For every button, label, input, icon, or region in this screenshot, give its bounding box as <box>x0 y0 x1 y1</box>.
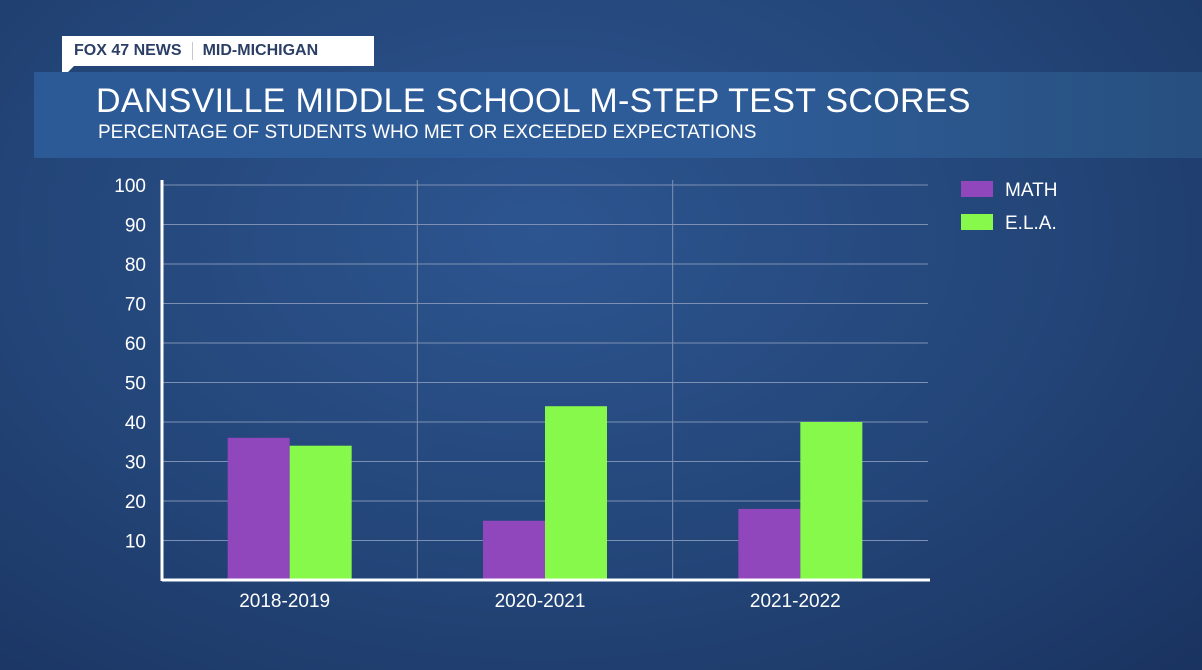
y-tick-label: 40 <box>125 413 146 434</box>
y-tick-label: 70 <box>125 295 146 316</box>
y-tick-label: 30 <box>125 453 146 474</box>
y-tick-label: 20 <box>125 492 146 513</box>
region-name: MID-MICHIGAN <box>202 42 319 59</box>
bar-ela-2018-2019 <box>289 445 352 580</box>
legend-swatch <box>961 181 993 197</box>
network-tag: FOX 47 NEWS MID-MICHIGAN <box>62 36 374 78</box>
y-tick-label: 100 <box>114 176 146 197</box>
y-tick-label: 60 <box>125 334 146 355</box>
legend-label: MATH <box>1005 180 1057 201</box>
network-name: FOX 47 NEWS <box>74 42 182 59</box>
x-tick-label: 2018-2019 <box>239 591 330 612</box>
x-tick-label: 2021-2022 <box>750 591 841 612</box>
y-tick-label: 90 <box>125 216 146 237</box>
bar-math-2021-2022 <box>738 508 801 580</box>
bar-ela-2021-2022 <box>800 422 863 580</box>
title-banner <box>34 72 1202 158</box>
divider <box>191 42 193 60</box>
y-tick-label: 50 <box>125 374 146 395</box>
chart-title: DANSVILLE MIDDLE SCHOOL M-STEP TEST SCOR… <box>96 82 971 120</box>
bar-math-2018-2019 <box>227 437 290 580</box>
legend-label: E.L.A. <box>1005 213 1057 234</box>
y-tick-label: 80 <box>125 255 146 276</box>
x-tick-label: 2020-2021 <box>495 591 586 612</box>
legend-swatch <box>961 214 993 230</box>
bar-ela-2020-2021 <box>545 406 607 580</box>
bar-math-2020-2021 <box>483 520 545 580</box>
chart-subtitle: PERCENTAGE OF STUDENTS WHO MET OR EXCEED… <box>98 122 757 143</box>
y-tick-label: 10 <box>125 532 146 553</box>
